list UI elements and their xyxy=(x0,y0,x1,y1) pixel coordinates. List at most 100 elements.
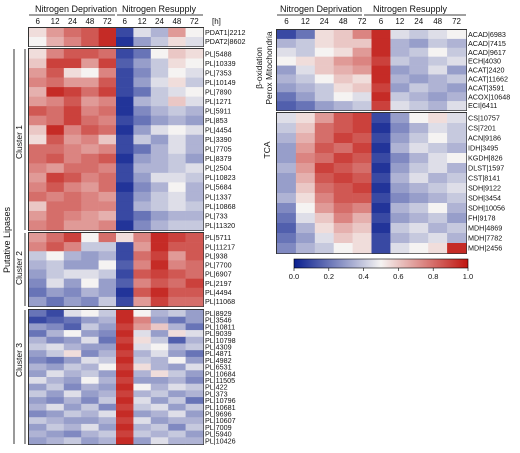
heatmap-cell xyxy=(81,437,99,445)
heatmap-cell xyxy=(150,370,169,378)
heatmap-cell xyxy=(185,134,204,145)
heatmap-cell xyxy=(168,417,186,425)
heatmap-cell xyxy=(98,77,117,88)
heatmap-cell xyxy=(116,242,134,252)
heatmap-cell xyxy=(447,163,467,174)
heatmap-cell xyxy=(29,37,47,47)
heatmap-cell xyxy=(409,203,429,214)
row-label: PL|733 xyxy=(205,211,228,220)
heatmap-cell xyxy=(63,182,82,193)
heatmap-cell xyxy=(314,243,334,254)
row-label: PL|5711 xyxy=(205,233,231,242)
heatmap-cell xyxy=(46,363,65,371)
heatmap-cell xyxy=(29,49,47,59)
heatmap-cell xyxy=(314,153,334,164)
heatmap-cell xyxy=(133,383,152,391)
heatmap-cell xyxy=(390,65,410,75)
heatmap-cell xyxy=(333,213,353,224)
heatmap-cell xyxy=(29,191,47,202)
heatmap-cell xyxy=(371,163,391,174)
heatmap-cell xyxy=(98,343,117,351)
time-label: 48 xyxy=(339,17,348,26)
heatmap-cell xyxy=(428,38,448,49)
heatmap-cell xyxy=(98,163,117,174)
row-label: FH|9178 xyxy=(468,214,495,223)
heatmap-cell xyxy=(295,123,316,134)
heatmap-cell xyxy=(29,417,47,425)
heatmap-cell xyxy=(314,223,334,234)
heatmap-cell xyxy=(29,423,47,431)
heatmap-cell xyxy=(98,278,117,289)
heatmap-cell xyxy=(428,74,448,84)
heatmap-cell xyxy=(150,182,169,193)
heatmap-cell xyxy=(46,370,65,378)
heatmap-cell xyxy=(447,193,467,204)
heatmap-cell xyxy=(185,296,204,307)
heatmap-cell xyxy=(447,74,467,84)
heatmap-cell xyxy=(371,213,391,224)
heatmap-cell xyxy=(333,83,353,93)
heatmap-cell xyxy=(63,417,82,425)
heatmap-cell xyxy=(63,37,82,47)
heatmap-cell xyxy=(168,350,186,358)
heatmap-cell xyxy=(81,201,99,212)
heatmap-cell xyxy=(29,269,47,279)
heatmap-cell xyxy=(81,430,99,438)
heatmap-cell xyxy=(116,437,134,445)
heatmap-cell xyxy=(116,330,134,338)
heatmap-cell xyxy=(133,287,152,298)
heatmap-cell xyxy=(150,417,169,425)
heatmap-cell xyxy=(133,423,152,431)
heatmap-cell xyxy=(185,49,204,59)
heatmap-cell xyxy=(98,423,117,431)
heatmap-cell xyxy=(46,437,65,445)
time-label: 6 xyxy=(35,17,40,26)
heatmap-cell xyxy=(98,125,117,136)
heatmap-cell xyxy=(98,182,117,193)
row-label: PL|422 xyxy=(205,383,228,392)
heatmap-cell xyxy=(133,220,152,231)
heatmap-cell xyxy=(81,390,99,398)
heatmap-cell xyxy=(185,106,204,116)
heatmap-cell xyxy=(46,96,65,107)
row-label: PL|7705 xyxy=(205,145,232,154)
heatmap-cell xyxy=(390,56,410,66)
row-label: MDH|7782 xyxy=(468,234,502,243)
heatmap-cell xyxy=(116,278,134,289)
heatmap-cell xyxy=(185,58,204,69)
heatmap-cell xyxy=(81,220,99,231)
heatmap-cell xyxy=(390,38,410,49)
heatmap-cell xyxy=(46,310,65,317)
heatmap-cell xyxy=(29,96,47,107)
heatmap-cell xyxy=(295,113,316,124)
heatmap-cell xyxy=(333,133,353,144)
heatmap-cell xyxy=(150,163,169,174)
heatmap-cell xyxy=(371,183,391,194)
heatmap-cell xyxy=(390,47,410,57)
heatmap-cell xyxy=(185,403,204,411)
heatmap-cell xyxy=(390,143,410,154)
heatmap-cell xyxy=(314,30,334,40)
heatmap-cell xyxy=(428,213,448,224)
heatmap-cell xyxy=(81,417,99,425)
heatmap-cell xyxy=(63,410,82,418)
heatmap-cell xyxy=(63,242,82,252)
heatmap-cell xyxy=(352,223,372,234)
heatmap-cell xyxy=(277,83,297,93)
heatmap-cell xyxy=(277,183,297,194)
heatmap-cell xyxy=(116,115,134,126)
heatmap-cell xyxy=(333,65,353,75)
heatmap-cell xyxy=(168,153,186,164)
heatmap-cell xyxy=(116,403,134,411)
heatmap-cell xyxy=(185,287,204,298)
heatmap-cell xyxy=(116,251,134,261)
heatmap-cell xyxy=(116,363,134,371)
heatmap-cell xyxy=(46,269,65,279)
heatmap-cell xyxy=(371,101,391,111)
heatmap-cell xyxy=(409,153,429,164)
heatmap-cell xyxy=(371,92,391,102)
heatmap-cell xyxy=(447,56,467,66)
heatmap-cell xyxy=(116,260,134,270)
colorbar-ticks: 0.0 0.2 0.4 0.6 0.8 1.0 xyxy=(289,268,473,281)
colorbar-tick-label: 0.0 xyxy=(289,272,299,281)
